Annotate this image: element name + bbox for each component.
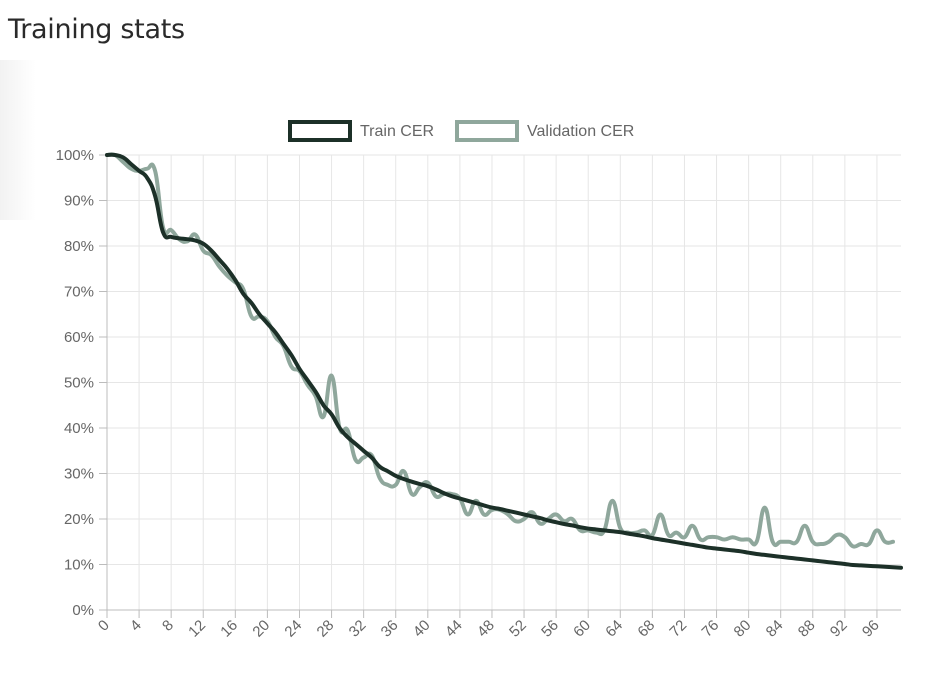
x-tick-label: 56 bbox=[538, 617, 562, 641]
y-tick-label: 90% bbox=[64, 193, 94, 210]
x-tick-label: 64 bbox=[602, 617, 626, 641]
chart-grid bbox=[106, 154, 901, 611]
page-title: Training stats bbox=[8, 14, 185, 45]
side-panel-shadow bbox=[0, 60, 36, 220]
y-tick-label: 20% bbox=[64, 511, 94, 528]
x-tick-label: 16 bbox=[217, 617, 241, 641]
x-tick-label: 0 bbox=[95, 617, 113, 635]
y-tick-label: 100% bbox=[56, 147, 94, 164]
x-tick-label: 88 bbox=[795, 617, 819, 641]
y-tick-label: 60% bbox=[64, 329, 94, 346]
chart-series bbox=[105, 152, 903, 570]
y-tick-label: 0% bbox=[72, 602, 94, 619]
y-tick-label: 30% bbox=[64, 466, 94, 483]
x-tick-label: 28 bbox=[314, 617, 338, 641]
x-tick-label: 72 bbox=[666, 617, 690, 641]
y-tick-label: 40% bbox=[64, 420, 94, 437]
x-tick-label: 24 bbox=[281, 617, 305, 641]
x-tick-label: 92 bbox=[827, 617, 851, 641]
x-tick-label: 60 bbox=[570, 617, 594, 641]
legend-label-validation: Validation CER bbox=[527, 123, 634, 140]
x-tick-label: 32 bbox=[346, 617, 370, 641]
chart-legend: Train CER Validation CER bbox=[288, 120, 634, 142]
x-tick-label: 36 bbox=[378, 617, 402, 641]
y-tick-label: 80% bbox=[64, 238, 94, 255]
x-tick-label: 12 bbox=[185, 617, 209, 641]
chart-axes bbox=[99, 154, 901, 618]
x-tick-label: 80 bbox=[731, 617, 755, 641]
y-tick-label: 70% bbox=[64, 284, 94, 301]
x-tick-label: 20 bbox=[249, 617, 273, 641]
x-tick-label: 4 bbox=[127, 617, 145, 635]
x-tick-label: 8 bbox=[159, 617, 177, 635]
x-tick-label: 48 bbox=[474, 617, 498, 641]
x-tick-label: 84 bbox=[763, 617, 787, 641]
x-tick-label: 52 bbox=[506, 617, 530, 641]
x-tick-label: 44 bbox=[442, 617, 466, 641]
validation-cer-line bbox=[105, 152, 895, 549]
x-tick-label: 96 bbox=[859, 617, 883, 641]
x-tick-label: 68 bbox=[634, 617, 658, 641]
y-tick-label: 10% bbox=[64, 557, 94, 574]
tick-labels: 0%10%20%30%40%50%60%70%80%90%100%0 4 8 12 16… bbox=[56, 147, 883, 641]
y-tick-label: 50% bbox=[64, 375, 94, 392]
train-cer-line bbox=[105, 152, 903, 570]
legend-label-train: Train CER bbox=[360, 123, 434, 140]
legend-swatch-validation bbox=[455, 120, 519, 142]
legend-swatch-train bbox=[288, 120, 352, 142]
x-tick-label: 76 bbox=[699, 617, 723, 641]
x-tick-label: 40 bbox=[410, 617, 434, 641]
